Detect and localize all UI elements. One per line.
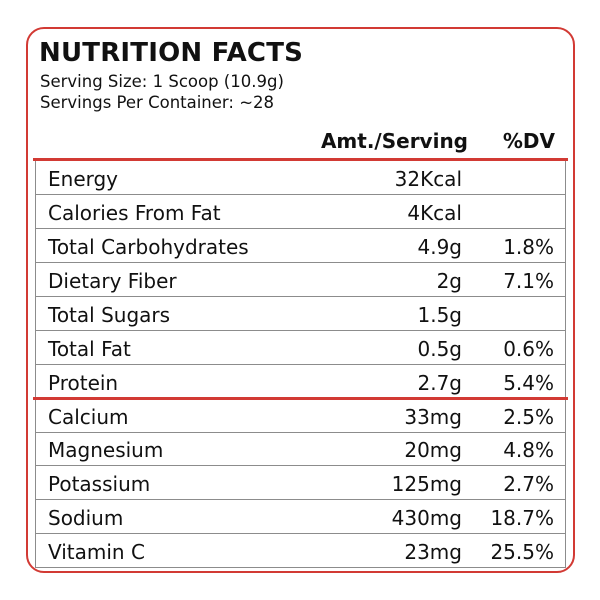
table-border-left (35, 466, 36, 499)
nutrient-amount: 430mg (391, 506, 462, 530)
table-row: Sodium 430mg 18.7% (35, 500, 566, 534)
table-row: Calcium 33mg 2.5% (35, 399, 566, 433)
table-border-right (565, 399, 566, 432)
nutrient-daily-value: 2.7% (503, 472, 554, 496)
table-row: Vitamin C 23mg 25.5% (35, 534, 566, 568)
table-border-right (565, 500, 566, 533)
nutrient-daily-value: 25.5% (490, 540, 554, 564)
nutrient-name: Magnesium (48, 438, 164, 462)
nutrient-daily-value: 0.6% (503, 337, 554, 361)
nutrient-daily-value: 1.8% (503, 235, 554, 259)
header-divider (33, 158, 568, 161)
nutrient-amount: 32Kcal (394, 167, 462, 191)
nutrient-amount: 20mg (404, 438, 462, 462)
nutrient-daily-value: 18.7% (490, 506, 554, 530)
nutrient-name: Energy (48, 167, 119, 191)
table-border-right (565, 331, 566, 364)
nutrient-name: Total Fat (48, 337, 131, 361)
nutrient-daily-value: 4.8% (503, 438, 554, 462)
table-border-left (35, 399, 36, 432)
nutrient-daily-value: 2.5% (503, 405, 554, 429)
nutrient-amount: 1.5g (417, 303, 462, 327)
nutrient-amount: 4.9g (417, 235, 462, 259)
nutrient-name: Potassium (48, 472, 151, 496)
nutrition-label-panel: NUTRITION FACTS Serving Size: 1 Scoop (1… (26, 27, 575, 573)
nutrient-amount: 4Kcal (407, 201, 462, 225)
table-border-right (565, 432, 566, 465)
table-border-right (565, 263, 566, 296)
table-border-left (35, 331, 36, 364)
nutrient-name: Total Carbohydrates (48, 235, 249, 259)
table-border-left (35, 195, 36, 228)
nutrient-amount: 2.7g (417, 371, 462, 395)
serving-size: Serving Size: 1 Scoop (10.9g) (40, 72, 284, 91)
nutrient-daily-value: 7.1% (503, 269, 554, 293)
column-header-amount: Amt./Serving (320, 129, 468, 153)
nutrient-amount: 33mg (404, 405, 462, 429)
table-border-right (565, 365, 566, 399)
nutrient-amount: 0.5g (417, 337, 462, 361)
servings-per-container: Servings Per Container: ~28 (40, 93, 275, 112)
nutrient-name: Sodium (48, 506, 124, 530)
nutrient-name: Calories From Fat (48, 201, 221, 225)
table-row: Energy 32Kcal (35, 161, 566, 195)
table-row: Potassium 125mg 2.7% (35, 466, 566, 500)
column-header-dv: %DV (502, 129, 555, 153)
table-border-left (35, 161, 36, 194)
table-row: Total Fat 0.5g 0.6% (35, 331, 566, 365)
table-row: Total Carbohydrates 4.9g 1.8% (35, 229, 566, 263)
table-border-right (565, 297, 566, 330)
table-border-left (35, 500, 36, 533)
table-border-left (35, 534, 36, 567)
table-row: Total Sugars 1.5g (35, 297, 566, 331)
label-title: NUTRITION FACTS (39, 38, 304, 68)
table-row: Magnesium 20mg 4.8% (35, 432, 566, 466)
minerals-divider (33, 397, 568, 400)
nutrient-amount: 23mg (404, 540, 462, 564)
nutrient-name: Dietary Fiber (48, 269, 177, 293)
table-row: Calories From Fat 4Kcal (35, 195, 566, 229)
table-row: Protein 2.7g 5.4% (35, 365, 566, 399)
table-row: Dietary Fiber 2g 7.1% (35, 263, 566, 297)
nutrient-amount: 125mg (391, 472, 462, 496)
table-border-right (565, 161, 566, 194)
nutrient-daily-value: 5.4% (503, 371, 554, 395)
table-border-left (35, 297, 36, 330)
table-border-left (35, 365, 36, 399)
nutrient-name: Total Sugars (48, 303, 171, 327)
nutrient-table: Energy 32Kcal Calories From Fat 4Kcal Total … (35, 161, 566, 570)
table-border-right (565, 466, 566, 499)
table-border-right (565, 195, 566, 228)
table-border-left (35, 263, 36, 296)
nutrient-amount: 2g (436, 269, 462, 293)
nutrient-name: Calcium (48, 405, 129, 429)
table-border-right (565, 534, 566, 567)
table-border-right (565, 229, 566, 262)
table-border-left (35, 229, 36, 262)
nutrient-name: Protein (48, 371, 119, 395)
table-border-left (35, 432, 36, 465)
nutrient-name: Vitamin C (48, 540, 145, 564)
